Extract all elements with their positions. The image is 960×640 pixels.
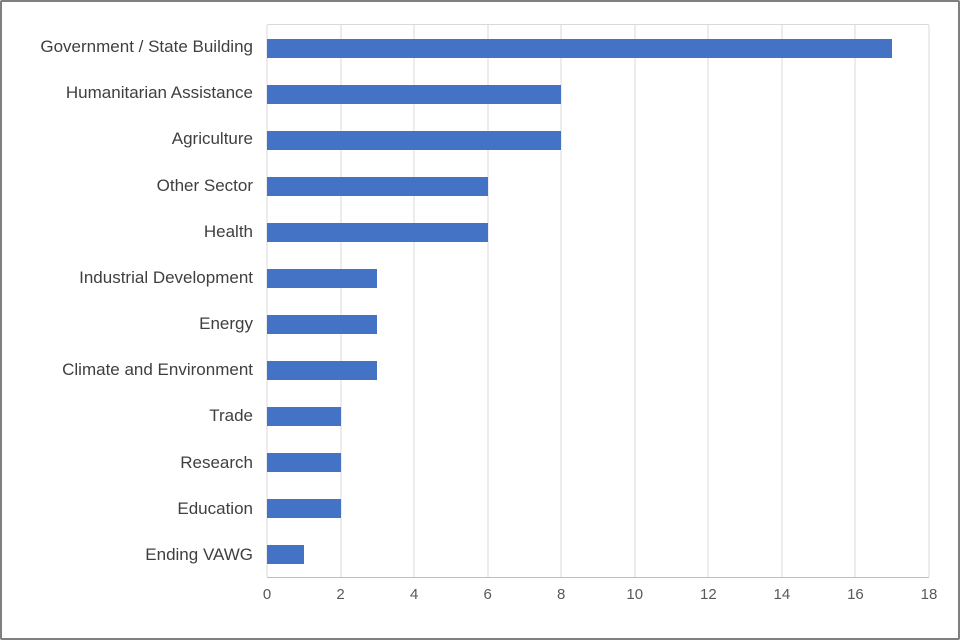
bar-row [267, 71, 929, 117]
bar-row [267, 485, 929, 531]
bar [267, 314, 378, 334]
bar-row [267, 163, 929, 209]
category-label: Education [177, 498, 253, 518]
category-label: Humanitarian Assistance [65, 83, 253, 103]
category-label: Other Sector [156, 175, 253, 195]
x-tick-label: 0 [262, 586, 272, 603]
bar-row [267, 25, 929, 71]
x-tick-label: 18 [920, 586, 938, 603]
bar-row [267, 301, 929, 347]
bar [267, 38, 893, 58]
bar-rows [267, 25, 929, 577]
bar [267, 176, 488, 196]
bar-row [267, 347, 929, 393]
x-tick-label: 10 [626, 586, 644, 603]
x-tick-label: 4 [409, 586, 419, 603]
x-tick-label: 8 [557, 586, 566, 603]
category-label: Energy [199, 314, 253, 334]
bar-row [267, 209, 929, 255]
x-tick-label: 12 [699, 586, 717, 603]
bar [267, 360, 378, 380]
bar-row [267, 531, 929, 577]
bar [267, 130, 562, 150]
bar-row [267, 439, 929, 485]
bar-chart: Government / State Building Humanitarian … [4, 4, 960, 640]
bar [267, 544, 304, 564]
category-label: Research [180, 452, 253, 472]
bar [267, 268, 378, 288]
bar [267, 84, 562, 104]
bar-row [267, 117, 929, 163]
x-tick-label: 2 [336, 586, 345, 603]
category-label: Government / State Building [40, 37, 253, 57]
bar-row [267, 393, 929, 439]
x-tick-label: 14 [773, 586, 791, 603]
bar [267, 452, 341, 472]
x-tick-label: 6 [483, 586, 492, 603]
bar [267, 498, 341, 518]
category-labels: Government / State Building Humanitarian … [12, 24, 267, 578]
category-label: Health [203, 221, 253, 241]
x-axis: 0 2 4 6 8 10 12 14 16 18 [263, 578, 938, 612]
bar-row [267, 255, 929, 301]
bar [267, 222, 488, 242]
x-tick-label: 16 [847, 586, 864, 603]
category-label: Agriculture [171, 129, 253, 149]
category-label: Ending VAWG [145, 544, 253, 564]
category-label: Trade [209, 406, 253, 426]
plot-area [266, 24, 930, 578]
category-label: Industrial Development [79, 267, 253, 287]
category-label: Climate and Environment [62, 360, 253, 380]
bar [267, 406, 341, 426]
